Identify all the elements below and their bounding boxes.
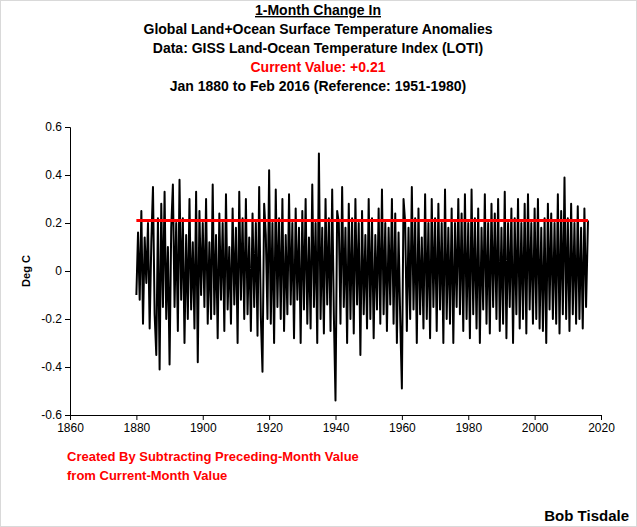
y-tick-mark [65, 127, 70, 128]
title: 1-Month Change In [255, 2, 381, 18]
x-tick: 1860 [57, 415, 84, 435]
x-tick-mark [70, 415, 71, 420]
subtitle: Global Land+Ocean Surface Temperature An… [144, 21, 493, 37]
x-tick-mark [336, 415, 337, 420]
x-tick-mark [468, 415, 469, 420]
x-tick-mark [136, 415, 137, 420]
annotation: Created By Subtracting Preceding-Month V… [67, 449, 359, 464]
x-tick: 2020 [588, 415, 615, 435]
y-label: Deg C [20, 255, 32, 287]
x-axis-line [71, 416, 602, 421]
y-tick-mark [65, 367, 70, 368]
x-tick: 1900 [190, 415, 217, 435]
x-tick-label: 1960 [389, 421, 416, 435]
y-tick: 0.6 [45, 120, 70, 134]
x-tick-label: 1860 [57, 421, 84, 435]
x-tick-mark [203, 415, 204, 420]
subtitle: Current Value: +0.21 [250, 59, 385, 75]
y-tick-mark [65, 271, 70, 272]
y-tick-mark [65, 223, 70, 224]
x-tick: 1920 [256, 415, 283, 435]
annotation: Bob Tisdale [544, 507, 629, 524]
x-tick-label: 1880 [124, 421, 151, 435]
x-tick-mark [601, 415, 602, 420]
x-tick: 1940 [323, 415, 350, 435]
x-tick-mark [269, 415, 270, 420]
y-tick: 0 [55, 264, 70, 278]
x-tick-label: 1980 [455, 421, 482, 435]
y-tick: -0.4 [41, 360, 70, 374]
x-tick-label: 1900 [190, 421, 217, 435]
subtitle: Data: GISS Land-Ocean Temperature Index … [153, 40, 483, 56]
subtitle: Jan 1880 to Feb 2016 (Reference: 1951-19… [170, 78, 467, 94]
y-tick-label: 0.6 [45, 120, 62, 134]
y-tick-label: 0 [55, 264, 62, 278]
y-tick: -0.2 [41, 312, 70, 326]
x-tick-label: 1940 [323, 421, 350, 435]
background [1, 1, 637, 527]
x-tick-mark [535, 415, 536, 420]
y-tick-label: -0.2 [41, 312, 62, 326]
y-axis-line [65, 128, 71, 416]
x-tick: 1980 [455, 415, 482, 435]
x-tick: 2000 [522, 415, 549, 435]
y-tick-label: 0.4 [45, 168, 62, 182]
x-tick-label: 2020 [588, 421, 615, 435]
y-tick-label: -0.4 [41, 360, 62, 374]
y-tick-label: 0.2 [45, 216, 62, 230]
y-tick: 0.4 [45, 168, 70, 182]
y-tick: 0.2 [45, 216, 70, 230]
x-tick: 1960 [389, 415, 416, 435]
y-axis: -0.6-0.4-0.200.20.40.6 [41, 120, 70, 422]
x-tick-label: 1920 [256, 421, 283, 435]
data-line [136, 153, 588, 400]
x-tick: 1880 [124, 415, 151, 435]
annotation: from Current-Month Value [67, 468, 227, 483]
chart: 1-Month Change In Global Land+Ocean Surfa… [0, 0, 637, 527]
y-tick-mark [65, 319, 70, 320]
current-value-line [136, 219, 588, 222]
x-axis: 1860 1880 1900 1920 1940 1960 1980 2000 2020 [57, 415, 615, 435]
y-tick-mark [65, 175, 70, 176]
plot-area [136, 153, 588, 400]
x-tick-mark [402, 415, 403, 420]
x-tick-label: 2000 [522, 421, 549, 435]
y-tick-mark [65, 415, 70, 416]
